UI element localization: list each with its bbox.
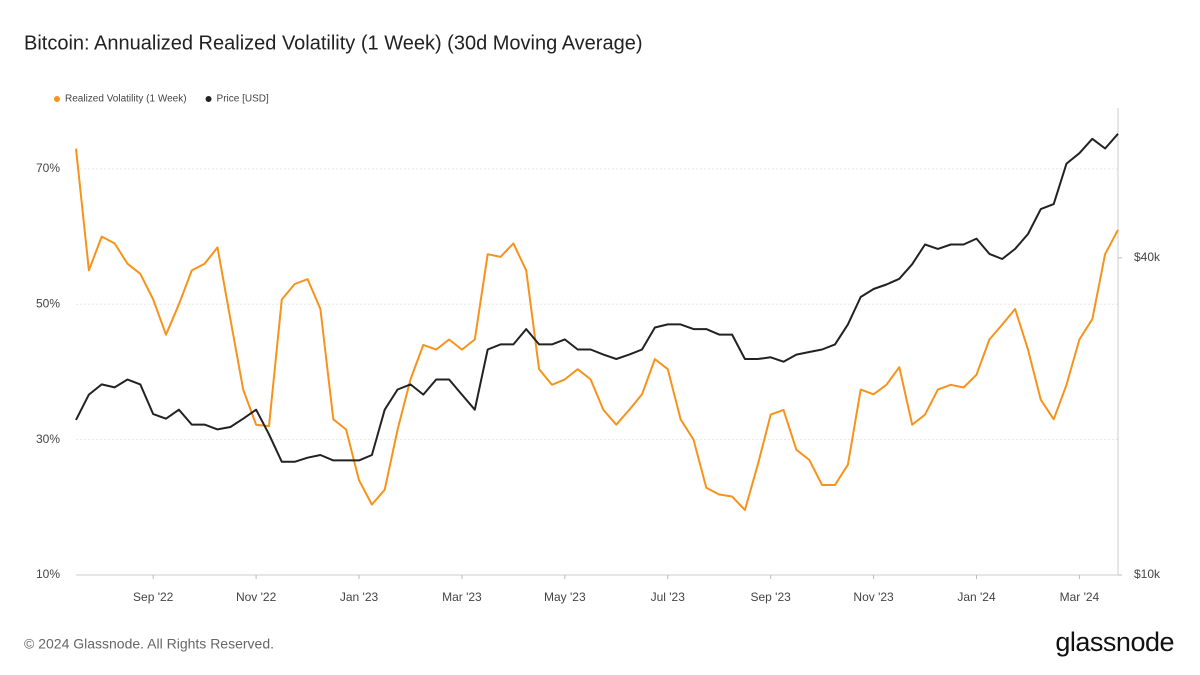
y2-tick-label: $40k <box>1134 250 1161 264</box>
legend-label: Price [USD] <box>217 94 269 105</box>
x-tick-label: Jan '23 <box>340 590 379 604</box>
x-tick-label: Sep '22 <box>133 590 174 604</box>
chart-title: Bitcoin: Annualized Realized Volatility … <box>24 32 643 54</box>
x-tick-label: May '23 <box>544 590 586 604</box>
copyright: © 2024 Glassnode. All Rights Reserved. <box>24 636 274 652</box>
x-tick-label: Sep '23 <box>751 590 792 604</box>
y-tick-label: 70% <box>36 161 60 175</box>
x-tick-label: Mar '23 <box>442 590 482 604</box>
x-tick-label: Mar '24 <box>1060 590 1100 604</box>
series-line <box>75 133 1119 463</box>
y-tick-label: 10% <box>36 567 60 581</box>
x-tick-label: Nov '23 <box>853 590 894 604</box>
y-tick-label: 30% <box>36 432 60 446</box>
y-tick-label: 50% <box>36 296 60 310</box>
x-tick-label: Nov '22 <box>236 590 277 604</box>
legend-label: Realized Volatility (1 Week) <box>65 94 187 105</box>
legend-marker <box>54 96 60 102</box>
x-tick-label: Jul '23 <box>651 590 686 604</box>
logo: glassnode <box>1055 627 1174 657</box>
y2-tick-label: $10k <box>1134 567 1161 581</box>
series-line <box>75 148 1119 511</box>
legend-marker <box>205 96 212 102</box>
x-tick-label: Jan '24 <box>957 590 996 604</box>
